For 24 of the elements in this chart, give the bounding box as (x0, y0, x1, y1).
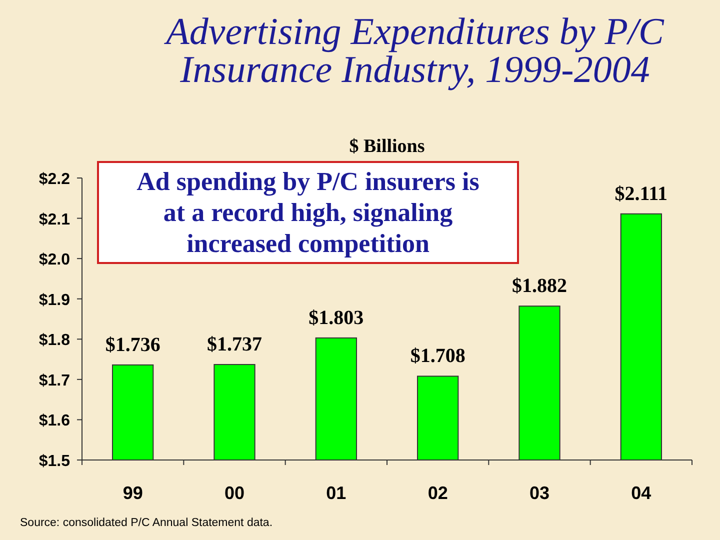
data-label: $1.882 (512, 275, 567, 298)
y-axis-title: $ Billions (349, 136, 425, 157)
x-tick-label: 00 (224, 483, 245, 503)
data-label: $1.736 (105, 334, 160, 356)
x-tick-label: 02 (428, 483, 448, 503)
x-tick-label: 01 (326, 483, 346, 503)
chart-title: Advertising Expenditures by P/C Insurance Industry, 1999-2004 (163, 11, 665, 91)
y-tick-label: $2.1 (38, 211, 70, 228)
y-tick-label: $1.7 (38, 372, 70, 390)
y-tick-label: $1.8 (38, 332, 70, 350)
x-tick-label: 03 (529, 483, 550, 503)
data-label: $1.737 (207, 334, 262, 356)
y-tick-label: $1.9 (38, 292, 70, 309)
y-tick-label: $1.6 (38, 412, 70, 430)
data-label: $2.111 (614, 182, 668, 205)
source-note: Source: consolidated P/C Annual Statement data. (20, 517, 273, 529)
data-label: $1.803 (308, 306, 364, 329)
y-tick-label: $2.0 (38, 252, 70, 269)
y-tick-label: $2.2 (38, 171, 70, 188)
y-tick-label: $1.5 (38, 453, 70, 470)
x-tick-label: 99 (122, 483, 143, 503)
x-tick-label: 04 (631, 483, 652, 503)
annotation: Ad spending by P/C insurers is at a record high, signaling increased competition (136, 167, 480, 258)
data-label: $1.708 (410, 345, 466, 368)
